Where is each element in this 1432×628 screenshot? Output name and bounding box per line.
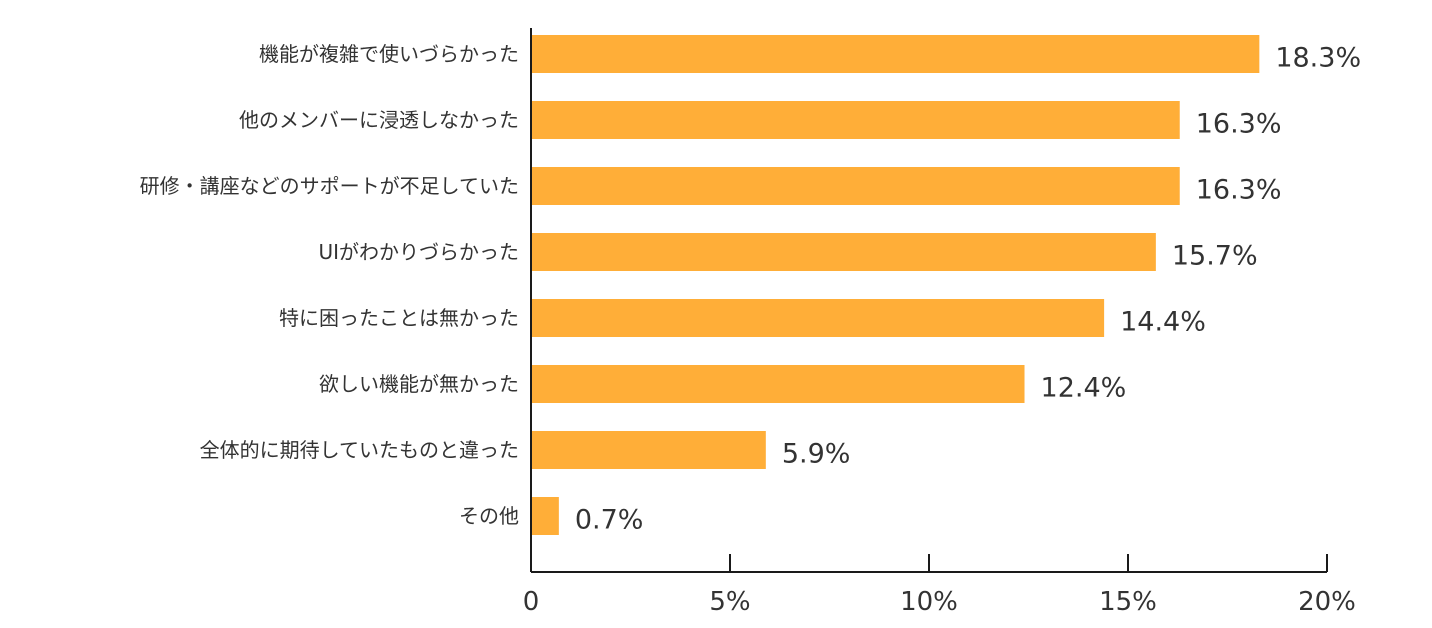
category-label-0: 機能が複雑で使いづらかった [259, 42, 519, 66]
category-label-1: 他のメンバーに浸透しなかった [239, 108, 519, 132]
value-label-5: 12.4% [1041, 373, 1127, 404]
x-tick-label-1: 5% [709, 587, 750, 617]
value-label-4: 14.4% [1120, 307, 1206, 338]
value-label-6: 5.9% [782, 439, 851, 470]
bar-4 [531, 299, 1105, 337]
bar-3 [531, 233, 1156, 271]
x-tick-label-0: 0 [523, 587, 540, 617]
x-tick-label-2: 10% [900, 587, 958, 617]
value-label-0: 18.3% [1275, 43, 1361, 74]
category-label-4: 特に困ったことは無かった [279, 306, 519, 330]
category-label-3: UIがわかりづらかった [318, 240, 519, 264]
bar-1 [531, 101, 1180, 139]
bar-5 [531, 365, 1025, 403]
bar-0 [531, 35, 1260, 73]
value-label-3: 15.7% [1172, 241, 1258, 272]
axes: 0 5% 10% 15% 20% [523, 28, 1356, 617]
value-labels: 18.3% 16.3% 16.3% 15.7% 14.4% 12.4% 5.9% 0.7% [575, 43, 1361, 536]
category-label-7: その他 [459, 504, 519, 528]
category-label-6: 全体的に期待していたものと違った [200, 438, 519, 462]
x-tick-label-3: 15% [1099, 587, 1157, 617]
x-tick-label-4: 20% [1298, 587, 1356, 617]
value-label-1: 16.3% [1196, 109, 1282, 140]
category-label-5: 欲しい機能が無かった [319, 372, 519, 396]
value-label-7: 0.7% [575, 505, 644, 536]
bar-6 [531, 431, 766, 469]
bars-group [531, 35, 1260, 535]
category-labels: 機能が複雑で使いづらかった他のメンバーに浸透しなかった研修・講座などのサポートが… [140, 42, 519, 528]
bar-2 [531, 167, 1180, 205]
bar-7 [531, 497, 559, 535]
value-label-2: 16.3% [1196, 175, 1282, 206]
category-label-2: 研修・講座などのサポートが不足していた [140, 174, 519, 198]
